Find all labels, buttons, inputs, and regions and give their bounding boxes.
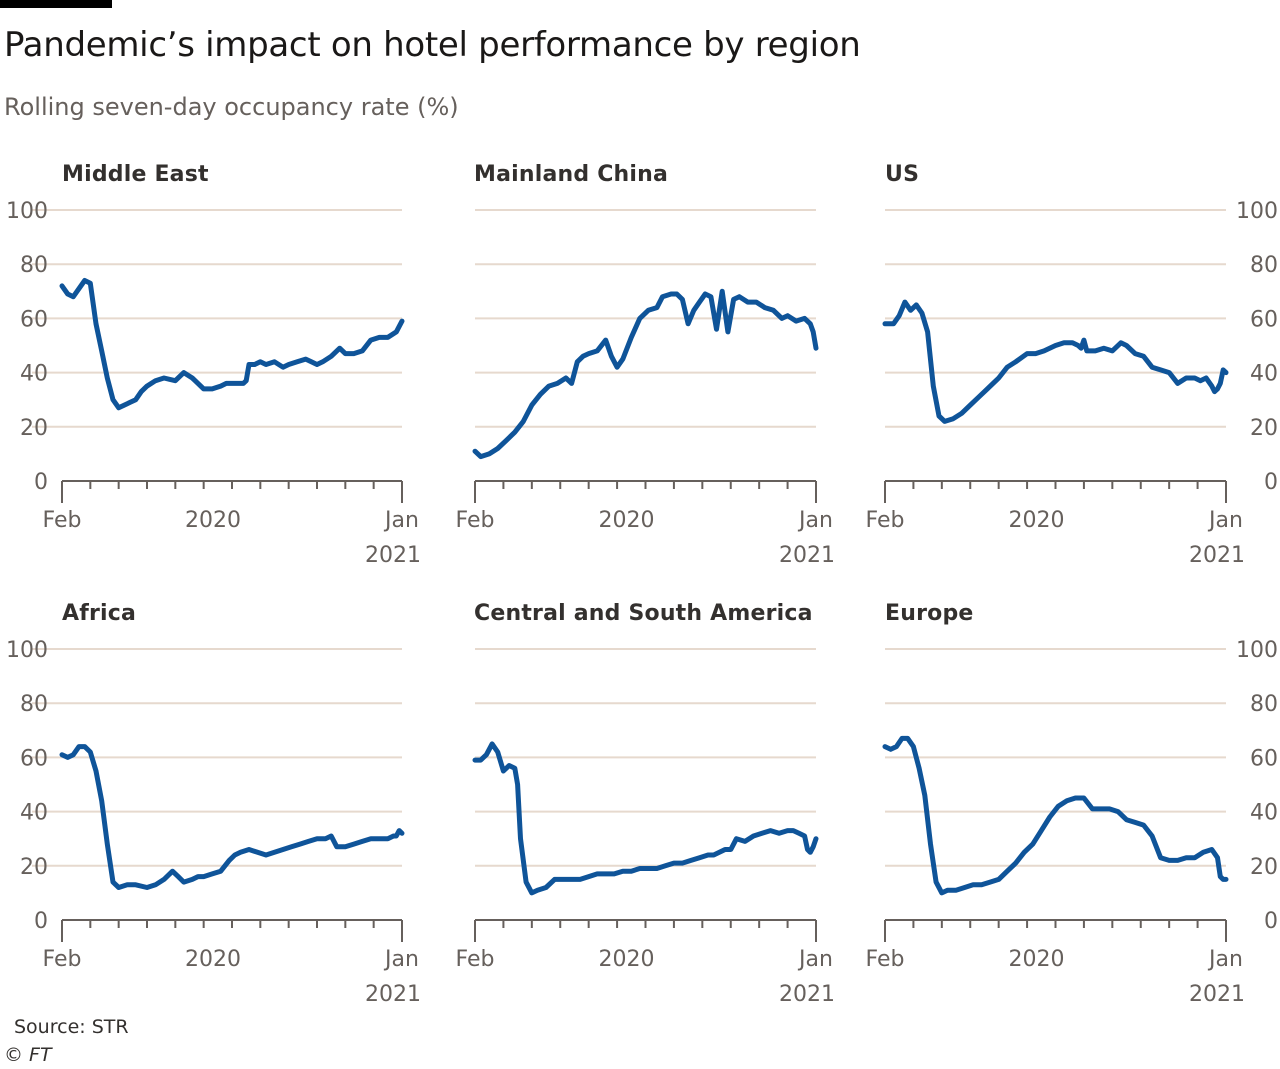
page-title: Pandemic’s impact on hotel performance b…: [4, 25, 861, 65]
page-subtitle: Rolling seven-day occupancy rate (%): [4, 93, 459, 121]
x-tick-label: 2020: [598, 947, 654, 972]
y-tick-label: 60: [20, 746, 48, 771]
occupancy-line: [472, 741, 819, 896]
panel-title: Central and South America: [474, 601, 813, 626]
panel-title: Europe: [885, 601, 974, 626]
x-tick-sublabel: 2021: [779, 543, 835, 568]
y-tick-label: 100: [6, 638, 48, 663]
y-tick-label: 0: [1264, 909, 1278, 934]
x-tick-sublabel: 2021: [1189, 543, 1245, 568]
y-tick-label: 20: [1250, 855, 1278, 880]
x-tick-sublabel: 2021: [1189, 982, 1245, 1007]
panel-title: Middle East: [62, 162, 209, 187]
y-tick-label: 0: [34, 470, 48, 495]
occupancy-line: [882, 735, 1229, 896]
y-tick-label: 60: [1250, 307, 1278, 332]
x-tick-label: 2020: [598, 508, 654, 533]
y-tick-label: 80: [1250, 692, 1278, 717]
x-tick-label: Jan: [797, 508, 833, 533]
x-tick-sublabel: 2021: [365, 982, 421, 1007]
y-tick-label: 0: [1264, 470, 1278, 495]
x-tick-label: 2020: [185, 508, 241, 533]
y-tick-label: 40: [20, 362, 48, 387]
y-tick-label: 80: [20, 253, 48, 278]
occupancy-line: [882, 299, 1229, 424]
y-tick-label: 100: [1236, 199, 1278, 224]
x-tick-label: Feb: [866, 947, 905, 972]
y-tick-label: 60: [1250, 746, 1278, 771]
x-tick-label: Feb: [866, 508, 905, 533]
y-tick-label: 80: [1250, 253, 1278, 278]
y-tick-label: 0: [34, 909, 48, 934]
x-tick-label: Jan: [1207, 508, 1243, 533]
y-tick-label: 20: [20, 416, 48, 441]
brand-bar: [0, 0, 112, 8]
x-tick-label: Jan: [797, 947, 833, 972]
source-note: Source: STR: [14, 1016, 129, 1038]
y-tick-label: 40: [1250, 801, 1278, 826]
x-tick-label: Jan: [383, 947, 419, 972]
x-tick-label: 2020: [185, 947, 241, 972]
y-tick-label: 100: [6, 199, 48, 224]
y-tick-label: 40: [20, 801, 48, 826]
y-tick-label: 100: [1236, 638, 1278, 663]
y-tick-label: 60: [20, 307, 48, 332]
x-tick-sublabel: 2021: [365, 543, 421, 568]
x-tick-label: Feb: [456, 947, 495, 972]
x-tick-label: Feb: [456, 508, 495, 533]
panel-title: Mainland China: [474, 162, 668, 187]
copyright-note: © FT: [4, 1044, 52, 1066]
x-tick-label: Jan: [1207, 947, 1243, 972]
x-tick-label: Feb: [43, 508, 82, 533]
y-tick-label: 20: [1250, 416, 1278, 441]
x-tick-label: Feb: [43, 947, 82, 972]
occupancy-line: [59, 278, 405, 411]
y-tick-label: 80: [20, 692, 48, 717]
x-tick-label: 2020: [1008, 508, 1064, 533]
x-tick-label: 2020: [1008, 947, 1064, 972]
y-tick-label: 20: [20, 855, 48, 880]
panel-title: Africa: [62, 601, 136, 626]
occupancy-line: [59, 744, 405, 890]
panel-title: US: [885, 162, 919, 187]
y-tick-label: 40: [1250, 362, 1278, 387]
occupancy-line: [472, 288, 819, 460]
x-tick-label: Jan: [383, 508, 419, 533]
x-tick-sublabel: 2021: [779, 982, 835, 1007]
